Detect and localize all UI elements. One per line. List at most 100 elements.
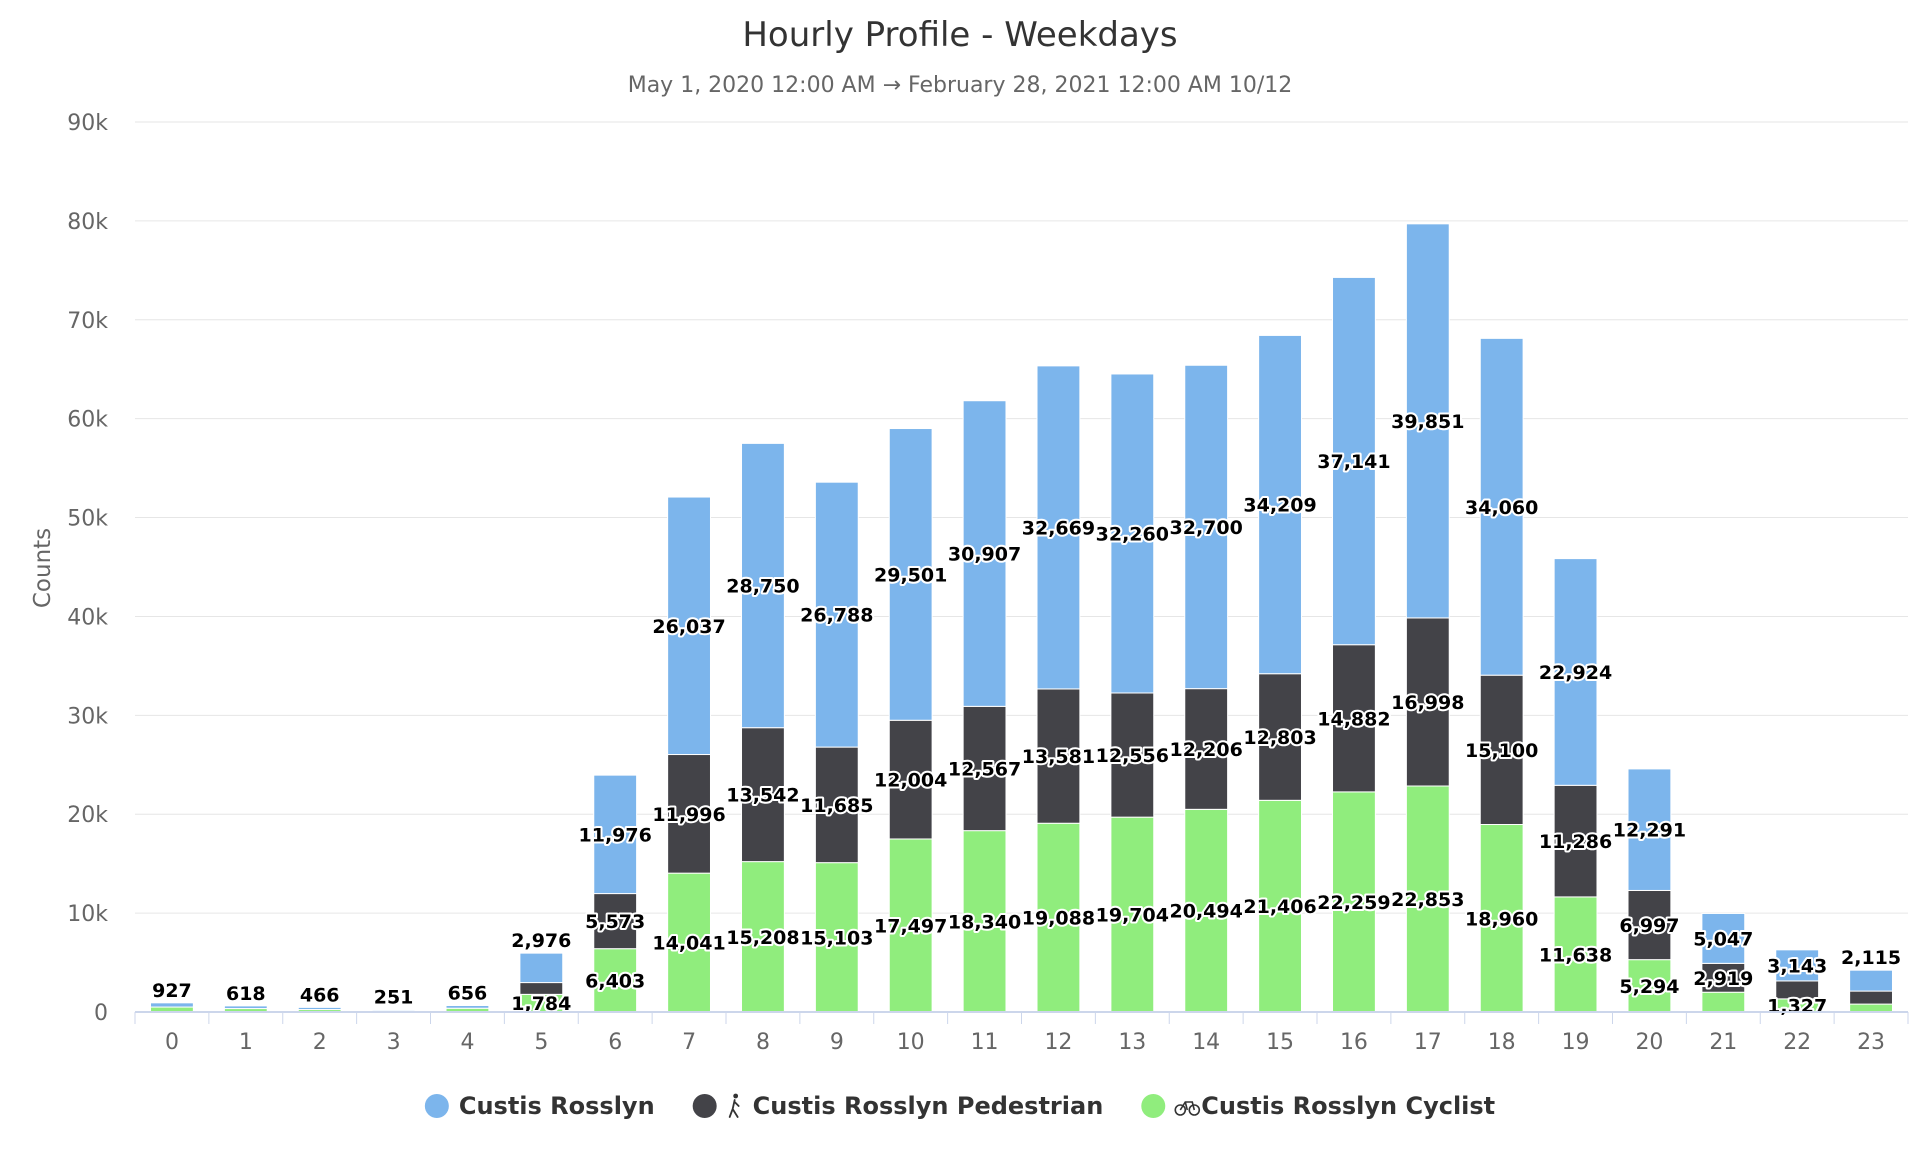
data-label: 15,100: [1465, 740, 1538, 762]
x-tick-label: 19: [1562, 1030, 1590, 1055]
data-label: 3,143: [1767, 955, 1827, 977]
data-label: 18,960: [1465, 908, 1538, 930]
bar-segment: [888, 428, 933, 721]
bar-segment: [814, 862, 859, 1013]
bar-segment: [1701, 991, 1746, 1013]
y-tick-label: 20k: [67, 803, 108, 828]
bar-segment: [667, 754, 711, 874]
data-label: 12,291: [1613, 820, 1686, 842]
legend-marker: [692, 1094, 717, 1118]
legend-item[interactable]: Custis Rosslyn: [424, 1092, 655, 1120]
data-label: 1,327: [1767, 995, 1827, 1017]
bar-segment: [1405, 223, 1450, 619]
x-tick-label: 6: [608, 1030, 622, 1055]
data-label: 28,750: [726, 576, 799, 598]
bar-segment: [1553, 558, 1598, 786]
data-label: 2,976: [511, 930, 571, 952]
bar-segment: [1036, 822, 1081, 1013]
bar-segment: [1036, 365, 1081, 690]
y-tick-label: 80k: [67, 210, 108, 235]
data-label: 14,041: [652, 933, 725, 955]
data-label: 466: [300, 984, 340, 1006]
data-label: 32,669: [1022, 517, 1095, 539]
data-label: 618: [226, 983, 266, 1005]
bar-segment: [1110, 373, 1155, 694]
bar-segment: [1775, 949, 1820, 982]
data-label: 5,573: [585, 911, 645, 933]
bar-segment: [1849, 990, 1893, 1005]
x-tick-label: 2: [313, 1030, 327, 1055]
data-label: 11,976: [579, 824, 652, 846]
data-label: 12,206: [1170, 739, 1243, 761]
data-label: 6,997: [1619, 915, 1679, 937]
y-tick-label: 30k: [67, 704, 108, 729]
data-label: 5,047: [1693, 928, 1753, 950]
y-tick-label: 50k: [67, 507, 108, 532]
legend-label: Custis Rosslyn Pedestrian: [753, 1092, 1104, 1120]
x-tick-label: 10: [897, 1030, 925, 1055]
y-axis-title: Counts: [30, 528, 56, 608]
x-tick-label: 14: [1192, 1030, 1220, 1055]
bar-segment: [1849, 1003, 1893, 1013]
y-tick-label: 90k: [67, 111, 108, 136]
data-label: 5,294: [1619, 976, 1679, 998]
bar-segment: [1553, 784, 1598, 898]
data-label: 13,581: [1022, 746, 1095, 768]
bars: [150, 223, 1893, 1013]
x-tick-label: 4: [460, 1030, 474, 1055]
y-tick-label: 0: [94, 1001, 108, 1026]
x-tick-label: 7: [682, 1030, 696, 1055]
bar-segment: [1184, 808, 1229, 1013]
y-tick-label: 10k: [67, 902, 108, 927]
data-label: 12,004: [874, 770, 947, 792]
legend-label: Custis Rosslyn: [459, 1092, 655, 1120]
x-tick-label: 17: [1414, 1030, 1442, 1055]
x-tick-label: 16: [1340, 1030, 1368, 1055]
legend-label: Custis Rosslyn Cyclist: [1201, 1092, 1495, 1120]
data-label: 15,208: [726, 927, 799, 949]
x-tick-label: 1: [239, 1030, 253, 1055]
data-label: 15,103: [800, 927, 873, 949]
data-label: 656: [448, 983, 488, 1005]
bicycle-icon: [1174, 1101, 1201, 1116]
gridlines: [135, 121, 1908, 914]
y-tick-label: 60k: [67, 408, 108, 433]
legend-item[interactable]: Custis Rosslyn Cyclist: [1141, 1092, 1495, 1120]
bar-segment: [1332, 791, 1376, 1013]
data-label: 21,406: [1243, 896, 1316, 918]
data-label: 19,088: [1022, 908, 1095, 930]
x-tick-label: 18: [1488, 1030, 1516, 1055]
bar-segment: [1110, 816, 1155, 1013]
bar-segment: [1184, 364, 1229, 690]
x-tick-label: 0: [165, 1030, 179, 1055]
data-label: 22,259: [1317, 892, 1390, 914]
bar-segment: [1405, 617, 1450, 787]
data-label: 20,494: [1170, 901, 1243, 923]
data-label: 16,998: [1391, 692, 1464, 714]
x-tick-label: 21: [1709, 1030, 1737, 1055]
bar-segment: [962, 400, 1007, 707]
bar-segment: [1184, 688, 1229, 810]
bar-segment: [1332, 276, 1376, 646]
bar-segment: [1627, 959, 1672, 1013]
bar-segment: [888, 719, 933, 840]
data-label: 22,853: [1391, 889, 1464, 911]
legend-item[interactable]: Custis Rosslyn Pedestrian: [692, 1092, 1104, 1120]
data-label: 13,542: [726, 785, 799, 807]
data-label: 6,403: [585, 970, 645, 992]
bar-segment: [1479, 674, 1524, 826]
data-labels: 927 618 466 251 656 1,7842,9766,4035,57311,97…: [150, 409, 1903, 1020]
data-label: 26,788: [800, 605, 873, 627]
data-label: 11,996: [652, 804, 725, 826]
x-tick-label: 13: [1118, 1030, 1146, 1055]
bar-segment: [445, 1005, 490, 1009]
data-label: 29,501: [874, 564, 947, 586]
data-label: 19,704: [1096, 905, 1169, 927]
x-tick-label: 5: [534, 1030, 548, 1055]
bar-segment: [814, 746, 859, 864]
x-tick-label: 15: [1266, 1030, 1294, 1055]
bar-segment: [667, 496, 711, 756]
chart-title: Hourly Profile - Weekdays: [742, 15, 1177, 55]
bar-segment: [1701, 912, 1746, 964]
